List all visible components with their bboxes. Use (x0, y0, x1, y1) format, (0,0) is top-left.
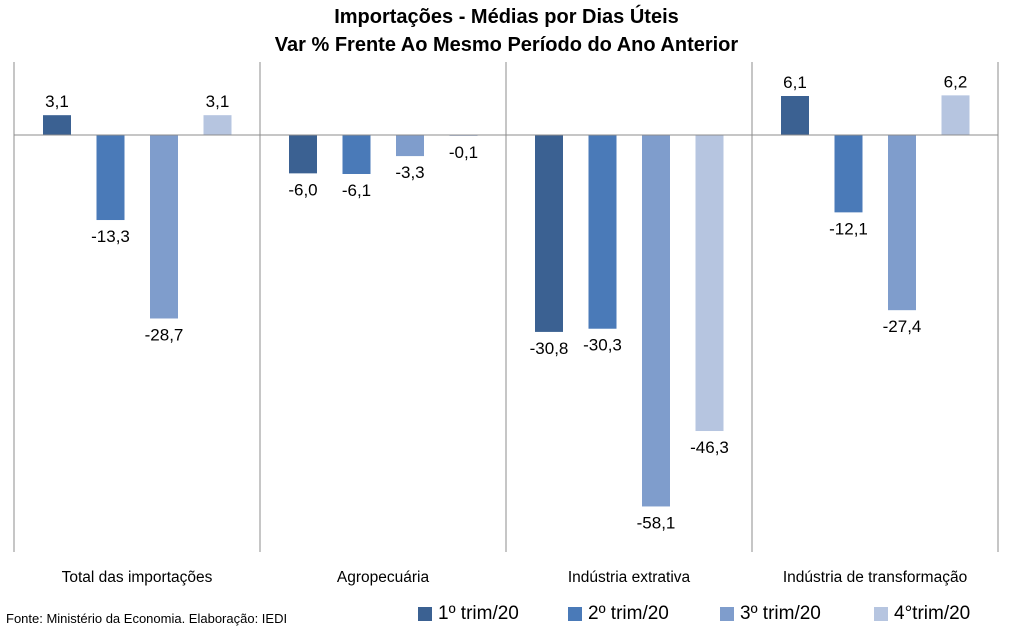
legend-label-1: 1º trim/20 (438, 603, 519, 624)
chart-subtitle: Var % Frente Ao Mesmo Período do Ano Ant… (274, 34, 739, 56)
bar-1 (781, 96, 809, 135)
data-label: -0,1 (449, 143, 478, 162)
source-note: Fonte: Ministério da Economia. Elaboraçã… (6, 611, 288, 626)
data-label: -30,8 (530, 339, 569, 358)
bar-4 (695, 135, 724, 432)
legend-swatch-4 (874, 607, 888, 621)
data-label: -27,4 (883, 317, 922, 336)
bar-2 (588, 135, 617, 329)
bar-3 (642, 135, 670, 507)
bar-2 (96, 135, 125, 221)
bar-1 (535, 135, 563, 332)
bar-1 (289, 135, 317, 174)
legend-item-1: 1º trim/20 (418, 603, 519, 625)
bar-4 (941, 95, 970, 135)
legend-swatch-3 (720, 607, 734, 621)
data-label: -3,3 (395, 163, 424, 182)
data-label: -30,3 (583, 336, 622, 355)
category-label: Indústria de transformação (783, 569, 967, 586)
legend-item-3: 3º trim/20 (720, 603, 821, 625)
bar-3 (888, 135, 916, 311)
category-label: Indústria extrativa (568, 569, 691, 586)
data-label: 3,1 (206, 92, 230, 111)
data-label: -13,3 (91, 227, 130, 246)
bar-3 (396, 135, 424, 157)
chart-title: Importações - Médias por Dias Úteis (334, 6, 679, 28)
bar-3 (150, 135, 178, 319)
legend-item-2: 2º trim/20 (568, 603, 669, 625)
bar-1 (43, 115, 71, 135)
legend-label-2: 2º trim/20 (588, 603, 669, 624)
legend-label-3: 3º trim/20 (740, 603, 821, 624)
legend-swatch-2 (568, 607, 582, 621)
legend-swatch-1 (418, 607, 432, 621)
data-label: -58,1 (637, 513, 676, 532)
legend-label-4: 4°trim/20 (894, 603, 971, 624)
data-label: -6,0 (288, 180, 317, 199)
category-label: Agropecuária (337, 569, 430, 586)
bar-2 (834, 135, 863, 213)
bar-2 (342, 135, 371, 174)
legend-item-4: 4°trim/20 (874, 603, 970, 625)
data-label: 6,2 (944, 72, 968, 91)
data-label: 6,1 (783, 73, 807, 92)
data-label: -6,1 (342, 181, 371, 200)
data-label: 3,1 (45, 92, 69, 111)
data-label: -28,7 (145, 325, 184, 344)
data-label: -12,1 (829, 219, 868, 238)
bar-4 (203, 115, 232, 135)
category-label: Total das importações (62, 569, 213, 586)
data-label: -46,3 (690, 438, 729, 457)
